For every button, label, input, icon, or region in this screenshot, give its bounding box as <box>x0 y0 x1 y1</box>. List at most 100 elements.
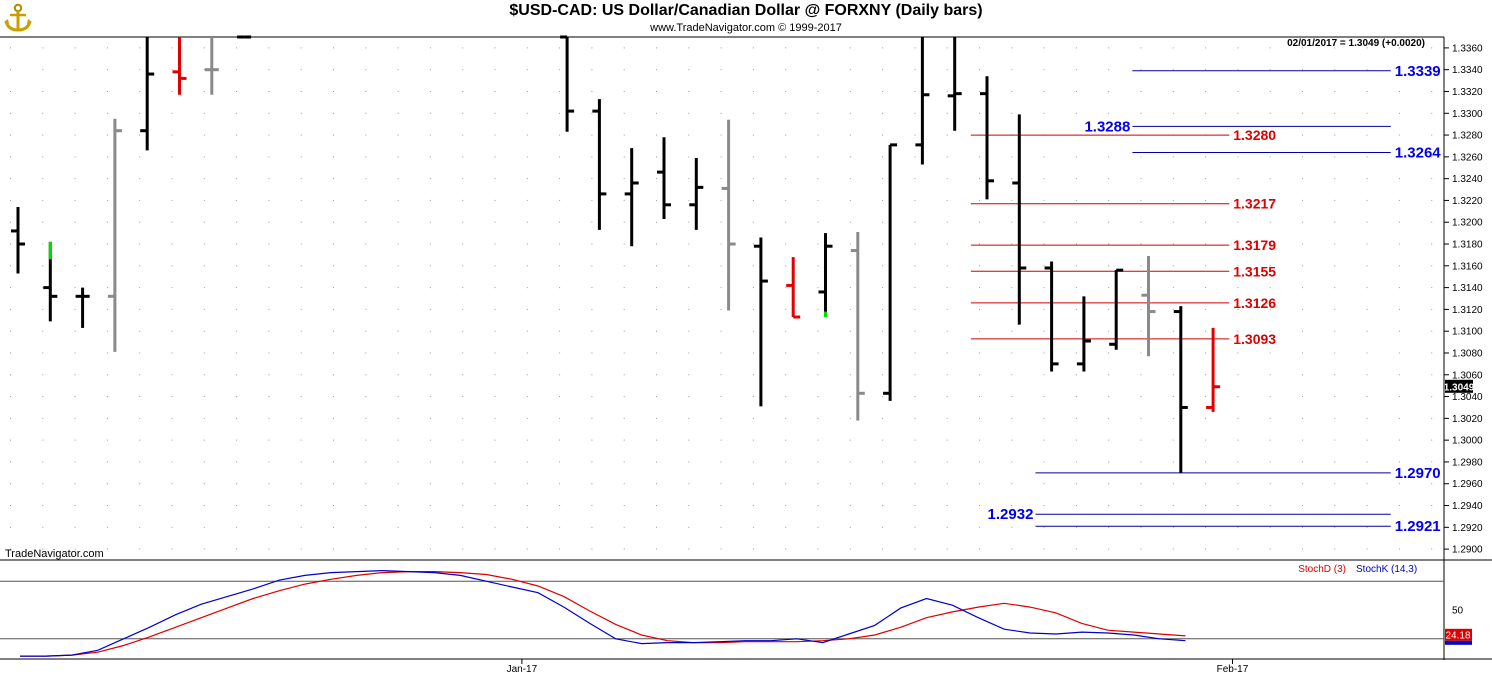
grid-dot <box>849 243 851 245</box>
grid-dot <box>656 69 657 71</box>
stoch-k-legend: StochK (14,3) <box>1356 564 1417 575</box>
grid-dot <box>1075 199 1077 201</box>
grid-dot <box>720 91 722 92</box>
grid-dot <box>914 91 916 92</box>
grid-dot <box>817 243 819 245</box>
grid-dot <box>300 134 302 136</box>
grid-dot <box>106 308 108 310</box>
grid-dot <box>74 47 76 49</box>
grid-dot <box>1302 308 1303 310</box>
grid-dot <box>688 243 690 245</box>
grid-dot <box>1269 417 1271 419</box>
grid-dot <box>914 156 916 158</box>
grid-dot <box>10 308 11 310</box>
grid-dot <box>462 526 464 528</box>
grid-dot <box>526 526 528 528</box>
grid-dot <box>882 439 884 441</box>
grid-dot <box>656 91 657 92</box>
grid-dot <box>785 308 787 310</box>
price-tick-label: 1.3100 <box>1452 327 1483 338</box>
grid-dot <box>365 330 367 332</box>
grid-dot <box>656 526 657 528</box>
grid-dot <box>300 417 302 419</box>
grid-dot <box>1366 308 1368 310</box>
grid-dot <box>817 91 819 92</box>
grid-dot <box>817 374 819 376</box>
grid-dot <box>236 439 238 441</box>
grid-dot <box>526 265 528 267</box>
grid-dot <box>494 243 496 245</box>
grid-dot <box>849 69 851 71</box>
grid-dot <box>1302 505 1303 506</box>
grid-dot <box>914 505 916 506</box>
grid-dot <box>365 156 367 158</box>
grid-dot <box>656 330 657 332</box>
grid-dot <box>591 396 593 398</box>
grid-dot <box>365 287 367 289</box>
grid-dot <box>236 221 238 223</box>
grid-dot <box>688 374 690 376</box>
grid-dot <box>300 243 302 245</box>
grid-dot <box>979 112 980 114</box>
grid-dots <box>10 47 1433 550</box>
grid-dot <box>882 69 884 71</box>
grid-dot <box>946 352 948 354</box>
grid-dot <box>1398 69 1400 71</box>
grid-dot <box>1205 374 1207 376</box>
grid-dot <box>365 221 367 223</box>
grid-dot <box>494 287 496 289</box>
stoch-line-d <box>20 570 1186 657</box>
grid-dot <box>817 287 819 289</box>
grid-dot <box>10 91 11 92</box>
grid-dot <box>333 417 334 419</box>
grid-dot <box>1075 178 1077 180</box>
grid-dot <box>1237 134 1239 136</box>
grid-dot <box>1172 548 1174 550</box>
ohlc-bar <box>1109 268 1124 350</box>
grid-dot <box>1043 330 1045 332</box>
grid-dot <box>1140 548 1142 550</box>
grid-dot <box>1011 439 1013 441</box>
stoch-d-badge-text: 24.18 <box>1445 630 1470 641</box>
grid-dot <box>1011 308 1013 310</box>
grid-dot <box>1398 243 1400 245</box>
grid-dot <box>882 396 884 398</box>
grid-dot <box>1334 91 1336 92</box>
grid-dot <box>752 308 754 310</box>
grid-dot <box>1334 156 1336 158</box>
grid-dot <box>74 112 76 114</box>
grid-dot <box>817 483 819 485</box>
grid-dot <box>1431 461 1433 463</box>
grid-dot <box>1398 483 1400 485</box>
grid-dot <box>300 308 302 310</box>
grid-dot <box>1108 156 1110 158</box>
grid-dot <box>559 374 561 376</box>
grid-dot <box>1398 287 1400 289</box>
grid-dot <box>10 287 11 289</box>
grid-dot <box>623 178 625 180</box>
grid-dot <box>817 526 819 528</box>
grid-dot <box>688 548 690 550</box>
grid-dot <box>1269 352 1271 354</box>
grid-dot <box>688 396 690 398</box>
grid-dot <box>785 505 787 506</box>
grid-dot <box>106 112 108 114</box>
grid-dot <box>333 199 334 201</box>
grid-dot <box>300 287 302 289</box>
grid-dot <box>559 461 561 463</box>
grid-dot <box>752 134 754 136</box>
grid-dot <box>268 287 270 289</box>
grid-dot <box>817 47 819 49</box>
grid-dot <box>1140 352 1142 354</box>
grid-dot <box>1108 548 1110 550</box>
grid-dot <box>10 548 11 550</box>
price-tick-label: 1.2960 <box>1452 479 1483 490</box>
grid-dot <box>1431 199 1433 201</box>
grid-dot <box>817 330 819 332</box>
grid-dot <box>1011 47 1013 49</box>
ohlc-bar <box>947 37 962 131</box>
grid-dot <box>1237 526 1239 528</box>
price-tick-label: 1.2900 <box>1452 545 1483 556</box>
grid-dot <box>1237 548 1239 550</box>
grid-dot <box>1043 47 1045 49</box>
